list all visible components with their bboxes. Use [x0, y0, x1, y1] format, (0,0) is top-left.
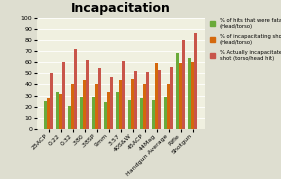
Bar [152, 100, 155, 129]
Bar [62, 62, 65, 129]
Bar [170, 67, 173, 129]
Bar [44, 101, 47, 129]
Bar [92, 97, 95, 129]
Bar [191, 62, 194, 129]
Bar [134, 71, 137, 129]
Bar [56, 92, 59, 129]
Bar [110, 77, 113, 129]
Legend: % of hits that were fatal
(Head/torso), % of incapacitating shots
(Head/torso), : % of hits that were fatal (Head/torso), … [210, 18, 281, 61]
Bar [104, 102, 107, 129]
Bar [95, 84, 98, 129]
Bar [155, 63, 158, 129]
Bar [176, 53, 180, 129]
Bar [86, 60, 89, 129]
Bar [116, 92, 119, 129]
Bar [180, 63, 182, 129]
Bar [98, 68, 101, 129]
Bar [189, 58, 191, 129]
Title: Incapacitation: Incapacitation [71, 2, 171, 15]
Bar [83, 80, 86, 129]
Bar [140, 98, 143, 129]
Bar [143, 84, 146, 129]
Bar [74, 49, 77, 129]
Bar [167, 84, 170, 129]
Bar [128, 100, 131, 129]
Bar [71, 84, 74, 129]
Bar [107, 92, 110, 129]
Bar [146, 72, 149, 129]
Bar [194, 33, 198, 129]
Bar [122, 61, 125, 129]
Bar [50, 73, 53, 129]
Bar [131, 79, 134, 129]
Bar [68, 106, 71, 129]
Bar [80, 97, 83, 129]
Bar [158, 70, 161, 129]
Bar [59, 95, 62, 129]
Bar [47, 98, 50, 129]
Bar [182, 40, 185, 129]
Bar [164, 97, 167, 129]
Bar [119, 80, 122, 129]
